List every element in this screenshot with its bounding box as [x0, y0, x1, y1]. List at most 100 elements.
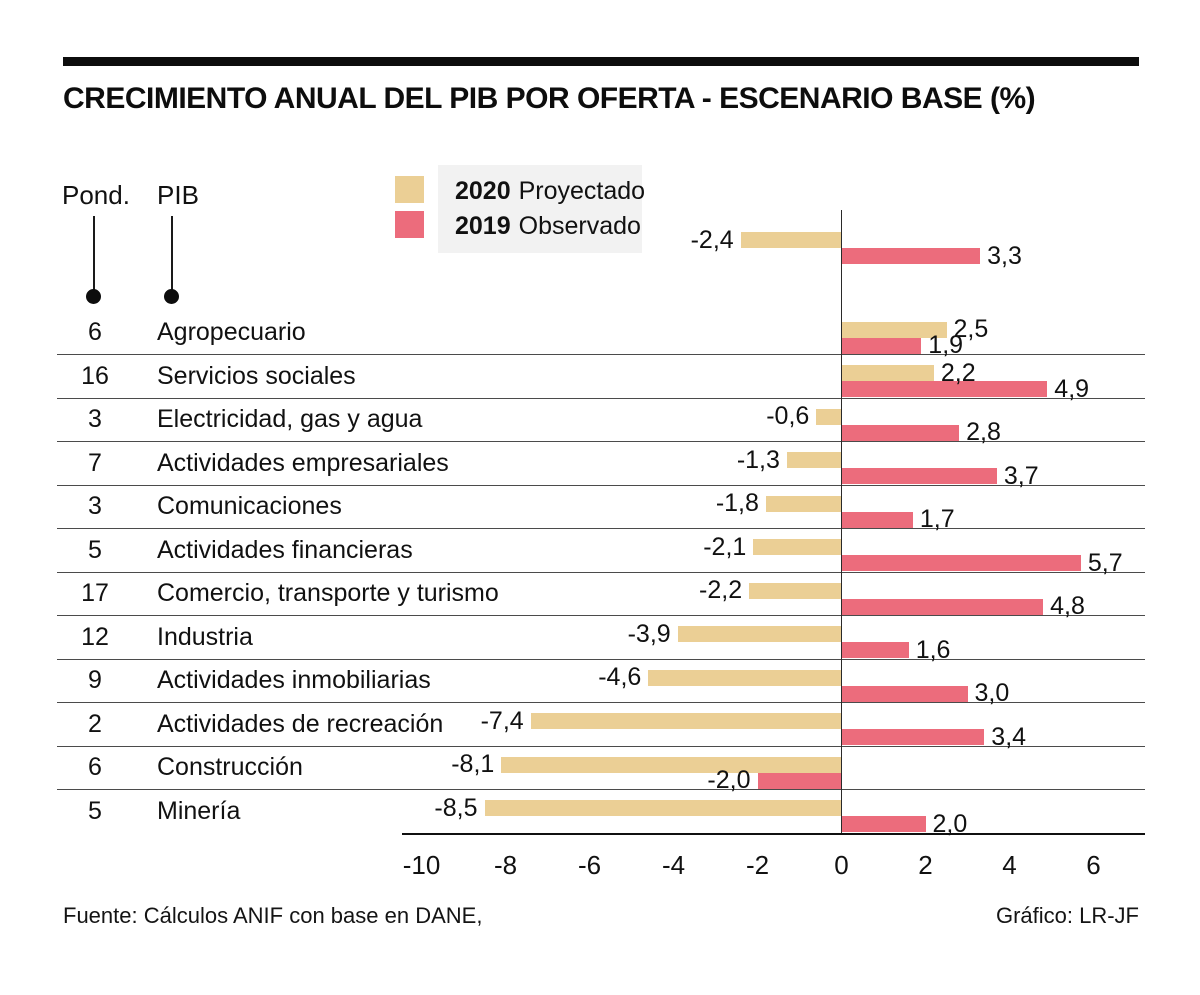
- bar-value-label: -0,6: [766, 402, 810, 430]
- bar-2020: [753, 539, 842, 555]
- table-row: 12 Industria: [57, 616, 1145, 660]
- bar-value-label: 2,0: [932, 809, 968, 838]
- graphic-credit: Gráfico: LR-JF: [995, 903, 1139, 928]
- pond-value: 16: [81, 361, 109, 390]
- bar-2020: [749, 582, 842, 599]
- bar-value-label: 3,0: [974, 679, 1010, 707]
- bar-value-label: 2,8: [966, 418, 1001, 446]
- pond-value: 6: [88, 318, 102, 347]
- bar-2019: [841, 337, 922, 354]
- bar-total-2020: [740, 232, 842, 248]
- x-axis-tick-label: 2: [918, 850, 933, 880]
- bar-value-label: -2,0: [707, 766, 751, 794]
- bar-value-label: 2,2: [940, 358, 976, 387]
- pond-value: 5: [88, 535, 102, 564]
- bar-2019: [841, 381, 1048, 397]
- bar-2019: [841, 729, 985, 745]
- pond-value: 3: [88, 492, 102, 521]
- bar-value-label: -1,8: [715, 489, 759, 517]
- sector-label: Minería: [157, 797, 241, 826]
- bar-value-label: 1,6: [915, 635, 951, 664]
- bar-value-label: -4,6: [598, 663, 642, 691]
- table-row: 6 Agropecuario: [57, 312, 1145, 355]
- bar-value-label: -8,1: [451, 750, 495, 778]
- bar-value-label: -2,4: [690, 225, 734, 254]
- legend-year-label: 2019: [455, 212, 511, 240]
- sector-label: Construcción: [157, 753, 303, 782]
- x-axis-tick-label: -8: [493, 850, 518, 880]
- bar-2019: [841, 598, 1044, 615]
- pond-value: 7: [88, 448, 102, 477]
- pond-connector-dot: [86, 289, 101, 304]
- sector-label: Actividades financieras: [157, 535, 413, 564]
- table-row: 9 Actividades inmobiliarias: [57, 660, 1145, 703]
- table-row: 3 Comunicaciones: [57, 486, 1145, 529]
- x-axis-tick-label: 0: [834, 850, 849, 880]
- pond-value: 5: [88, 797, 102, 826]
- table-row: 6 Construcción: [57, 747, 1145, 790]
- x-axis-tick-label: 6: [1086, 850, 1101, 880]
- table-row: 5 Actividades financieras: [57, 529, 1145, 573]
- source-note: Fuente: Cálculos ANIF con base en DANE,: [63, 903, 483, 928]
- bar-2020: [765, 495, 842, 512]
- bar-2020: [501, 756, 842, 773]
- pond-connector-line: [93, 216, 95, 291]
- x-axis-tick-label: 4: [1002, 850, 1017, 880]
- legend-item: 2020 Proyectado: [455, 174, 646, 209]
- pond-value: 3: [88, 405, 102, 434]
- legend-series-label: Observado: [518, 212, 641, 240]
- bar-value-label: -3,9: [627, 619, 671, 648]
- sector-label: Comercio, transporte y turismo: [157, 579, 499, 608]
- bar-2019: [841, 685, 968, 702]
- pond-value: 6: [88, 753, 102, 782]
- bar-2019: [841, 424, 960, 441]
- table-row: 5 Minería: [57, 790, 1145, 834]
- pond-value: 12: [81, 622, 109, 651]
- legend-series-label: Proyectado: [518, 177, 646, 205]
- bar-2019: [841, 642, 909, 658]
- top-divider-bar: [63, 57, 1139, 66]
- sector-label: Actividades empresariales: [157, 448, 449, 477]
- legend-swatch-2020: [395, 176, 424, 203]
- bar-2020: [484, 800, 842, 816]
- bar-value-label: -1,3: [736, 445, 780, 474]
- x-axis-tick-label: -10: [402, 850, 441, 880]
- table-row: 16 Servicios sociales: [57, 355, 1145, 399]
- bar-value-label: 3,3: [987, 241, 1022, 270]
- bar-2019: [757, 772, 842, 789]
- zero-axis-line: [840, 210, 842, 834]
- sector-label: Servicios sociales: [157, 361, 356, 390]
- x-axis-tick-label: -2: [745, 850, 770, 880]
- sector-label: Actividades inmobiliarias: [157, 666, 431, 695]
- sector-label: Electricidad, gas y agua: [157, 405, 423, 434]
- pib-connector-dot: [164, 289, 179, 304]
- page-title: CRECIMIENTO ANUAL DEL PIB POR OFERTA - E…: [63, 82, 1036, 115]
- bar-2019: [841, 511, 913, 528]
- bar-2019: [841, 468, 997, 484]
- bar-value-label: -8,5: [434, 793, 478, 822]
- pib-connector-line: [171, 216, 173, 291]
- legend-swatch-2019: [395, 211, 424, 238]
- bar-2020: [816, 408, 842, 425]
- pond-value: 17: [81, 579, 109, 608]
- legend: 2020 Proyectado 2019 Observado: [438, 165, 646, 253]
- pond-column-header: Pond.: [62, 180, 130, 210]
- table-row: 17 Comercio, transporte y turismo: [57, 573, 1145, 616]
- bar-value-label: -2,2: [699, 576, 743, 604]
- bar-value-label: 1,9: [928, 331, 964, 359]
- table-row: 7 Actividades empresariales: [57, 442, 1145, 486]
- pib-column-header: PIB: [157, 180, 199, 210]
- bar-2020: [648, 669, 842, 686]
- bar-value-label: 4,9: [1054, 374, 1090, 403]
- bar-2020: [841, 365, 934, 381]
- bar-value-label: 5,7: [1087, 548, 1123, 577]
- sector-label: Industria: [157, 622, 253, 651]
- sector-label: Comunicaciones: [157, 492, 342, 521]
- pond-value: 9: [88, 666, 102, 695]
- sector-label: Agropecuario: [157, 318, 306, 347]
- sector-label: Actividades de recreación: [157, 709, 444, 738]
- bar-value-label: 1,7: [919, 505, 955, 533]
- bar-2019: [841, 816, 926, 832]
- pond-value: 2: [88, 709, 102, 738]
